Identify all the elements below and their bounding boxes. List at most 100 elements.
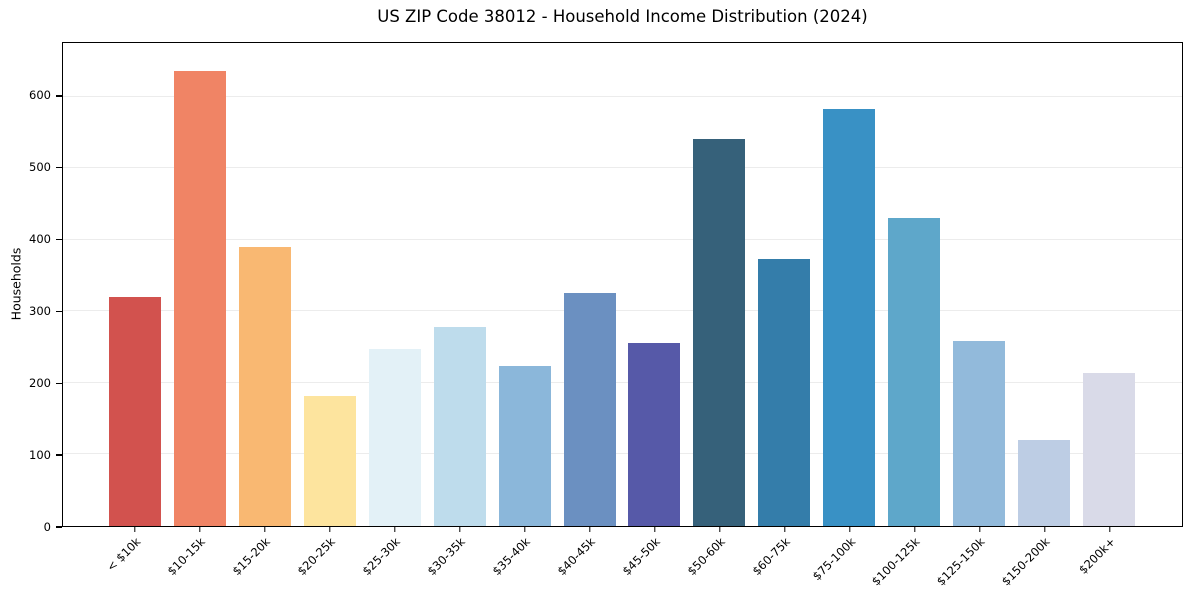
bar-slot [427,43,492,526]
x-tick-label: $25-30k [359,534,403,579]
x-axis: < $10k $10-15k $15-20k $20-25k $25-30k $30-35… [62,527,1183,590]
x-tick-mark [458,527,461,532]
bar-slot [946,43,1011,526]
x-tick-mark [328,527,331,532]
bar--10-15k [174,70,227,526]
bar-slot [687,43,752,526]
bar--30-35k [433,327,486,526]
bar--35-40k [498,365,551,526]
bar--75-100k [823,108,875,526]
gridline-y-500 [63,167,1182,169]
bar-slot [363,43,428,526]
x-tick-mark [913,527,916,532]
x-axis-slot: $125-150k [934,527,1012,590]
x-tick-mark [523,527,526,532]
gridline-y-200 [63,381,1182,383]
bar--20-25k [304,395,356,526]
x-axis-slot: $25-30k [359,527,427,590]
x-tick-mark [588,527,591,532]
bar-slot [1076,43,1141,526]
x-axis-slot: < $10k [102,527,167,590]
x-tick-label: $50-60k [684,534,728,579]
bar-slot [233,43,298,526]
x-tick-label: $15-20k [229,534,273,579]
bar-slot [103,43,168,526]
x-tick-label: $40-45k [554,534,598,579]
x-axis-slot: $150-200k [999,527,1077,590]
x-tick-label: $30-35k [424,534,468,579]
y-tick-label-200: 200 [29,375,51,390]
bar-slot [557,43,622,526]
x-axis-slot: $40-45k [554,527,622,590]
x-axis-slot: $30-35k [424,527,492,590]
bar--150-200k [1017,440,1070,526]
bar--125-150k [952,341,1005,526]
x-axis-slot: $35-40k [489,527,557,590]
bar--60-75k [758,259,811,526]
chart-title: US ZIP Code 38012 - Household Income Dis… [377,7,868,26]
x-tick-mark [1043,527,1046,532]
x-axis-slot: $50-60k [684,527,752,590]
x-tick-mark [133,527,136,532]
bar--40-45k [563,293,616,526]
y-tick-mark [56,382,62,384]
bar--15-20k [239,246,292,526]
y-tick-label-0: 0 [43,519,51,534]
x-axis-slot: $20-25k [294,527,362,590]
bar-slot [298,43,363,526]
x-tick-mark [978,527,981,532]
gridline-y-100 [63,453,1182,455]
x-tick-mark [718,527,721,532]
x-axis-slot: $10-15k [164,527,232,590]
x-tick-mark [783,527,786,532]
bar--10k [109,297,162,526]
y-tick-mark [56,526,62,528]
bar-slot [492,43,557,526]
y-tick-label-300: 300 [29,303,51,318]
x-axis-slot: $100-125k [869,527,947,590]
x-tick-label: < $10k [103,534,143,575]
y-tick-mark [56,238,62,241]
x-tick-mark [848,527,851,532]
y-tick-label-500: 500 [29,160,51,174]
y-axis: 0 100 200 300 400 500 600 [0,42,62,532]
x-axis-slot: $45-50k [619,527,687,590]
y-tick-mark [56,454,62,456]
bar-slot [752,43,817,526]
bar--45-50k [628,342,681,526]
bar-slot [622,43,687,526]
gridline-y-600 [63,95,1182,97]
x-axis-slot: $200k+ [1075,527,1142,590]
x-tick-label: $60-75k [749,534,793,579]
bars-container [63,43,1182,526]
bar-slot [168,43,233,526]
x-tick-label: $45-50k [619,534,663,579]
x-tick-label: $10-15k [164,534,208,579]
gridline-y-400 [63,238,1182,240]
bar-slot [882,43,947,526]
x-axis-slot: $60-75k [749,527,817,590]
bar--200k+ [1082,372,1135,526]
x-tick-mark [1108,527,1111,532]
x-axis-slot: $15-20k [229,527,297,590]
bar--100-125k [887,218,940,526]
x-tick-mark [263,527,266,532]
x-tick-label: $20-25k [294,534,338,579]
gridline-y-300 [63,310,1182,312]
bar--50-60k [693,138,746,526]
plot-area [62,42,1183,527]
y-tick-label-400: 400 [29,231,51,246]
y-tick-label-600: 600 [29,88,51,103]
x-tick-label: $200k+ [1075,534,1118,577]
y-tick-mark [56,95,62,97]
y-tick-label-100: 100 [29,447,51,462]
x-tick-label: $75-100k [809,534,858,584]
x-axis-slot: $75-100k [809,527,882,590]
x-tick-mark [198,527,201,532]
bar-slot [817,43,882,526]
bar-slot [1011,43,1076,526]
x-tick-mark [393,527,396,532]
x-tick-label: $35-40k [489,534,533,579]
x-tick-mark [653,527,656,532]
